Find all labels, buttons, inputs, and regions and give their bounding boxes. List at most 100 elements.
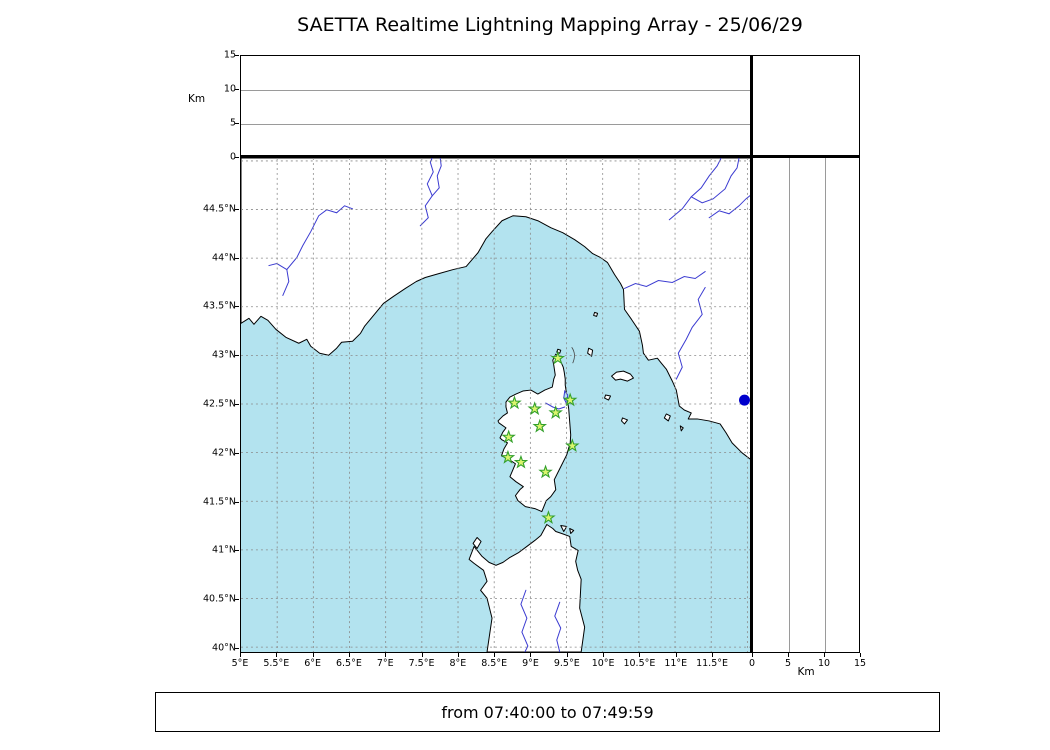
lat-tick-label: 41°N: [212, 544, 236, 556]
tick-mark: [530, 653, 532, 657]
lon-tick-label: 11.5°E: [696, 658, 728, 669]
altitude-km-tick-label: 5: [784, 658, 792, 669]
figure-title: SAETTA Realtime Lightning Mapping Array …: [297, 14, 803, 36]
lat-tick-label: 40°N: [212, 642, 236, 654]
island-asinara: [472, 536, 482, 549]
lon-tick-label: 7.5°E: [408, 658, 435, 669]
lat-tick-label: 42.5°N: [202, 398, 236, 410]
station-star-marker: [501, 429, 516, 444]
tick-mark: [494, 653, 496, 657]
lon-tick-label: 10.5°E: [623, 658, 656, 669]
lat-tick-label: 41.5°N: [202, 496, 236, 508]
tick-mark: [675, 653, 677, 657]
station-star-marker: [527, 401, 542, 416]
lon-tick-label: 8.5°E: [481, 658, 508, 669]
lat-tick-label: 44.5°N: [202, 203, 236, 215]
coastline-fragment: [571, 347, 575, 364]
lon-tick-label: 9°E: [522, 658, 539, 669]
map-canvas: [241, 158, 751, 652]
altitude-km-tick-label: 10: [223, 83, 236, 95]
tick-mark: [385, 653, 387, 657]
station-star-marker: [500, 449, 516, 464]
tick-mark: [235, 157, 239, 158]
lat-tick-label: 43°N: [212, 349, 236, 361]
altitude-km-tick-label: 15: [853, 658, 867, 669]
tick-mark: [235, 648, 239, 650]
island-elba: [611, 370, 634, 382]
lon-tick-label: 6°E: [304, 658, 322, 669]
tick-mark: [421, 653, 423, 657]
lat-tick-label: 40.5°N: [202, 593, 236, 605]
tick-mark: [603, 653, 605, 657]
river: [282, 205, 354, 296]
altitude-vs-longitude-panel: [240, 55, 752, 157]
altitude-axis-unit-bottom: Km: [797, 666, 815, 678]
station-star-marker: [513, 454, 529, 469]
altitude-gridline: [241, 89, 751, 91]
island-maddalena-2: [569, 528, 575, 534]
tick-mark: [235, 55, 239, 56]
tick-mark: [566, 653, 568, 657]
tick-mark: [752, 653, 753, 657]
tick-mark: [235, 599, 239, 601]
island-gorgona: [593, 311, 599, 317]
station-star-marker: [562, 392, 578, 407]
separator-vertical: [750, 55, 753, 653]
altitude-km-tick-label: 0: [748, 658, 756, 669]
station-star-marker: [548, 405, 563, 419]
tick-mark: [235, 208, 239, 210]
station-star-marker: [507, 395, 522, 410]
time-window-text: from 07:40:00 to 07:49:59: [441, 702, 654, 722]
altitude-axis-unit-left: Km: [188, 93, 206, 105]
tick-mark: [235, 123, 239, 124]
altitude-km-tick-label: 5: [229, 117, 236, 129]
station-star-marker: [538, 464, 553, 479]
tick-mark: [860, 653, 861, 657]
tick-mark: [235, 257, 239, 259]
tick-mark: [235, 452, 239, 454]
island-maddalena-1: [560, 525, 568, 532]
island-pianosa: [604, 394, 612, 401]
altitude-gridline: [788, 158, 790, 652]
altitude-km-tick-label: 10: [817, 658, 831, 669]
station-star-marker: [541, 510, 556, 524]
lon-tick-label: 6.5°E: [335, 658, 362, 669]
corner-panel: [752, 55, 860, 157]
lon-tick-label: 8°E: [449, 658, 467, 669]
source-dot: [739, 394, 750, 406]
tick-mark: [235, 306, 239, 308]
lon-tick-label: 11°E: [664, 658, 688, 669]
tick-mark: [788, 653, 789, 657]
island-capraia: [587, 347, 594, 357]
tick-mark: [235, 550, 239, 552]
lat-tick-label: 44°N: [212, 252, 236, 264]
altitude-km-tick-label: 0: [229, 151, 236, 163]
river: [554, 601, 562, 652]
stations-layer: [500, 350, 580, 524]
lon-tick-label: 7°E: [376, 658, 394, 669]
map-panel: [240, 157, 752, 653]
river: [668, 158, 722, 221]
lon-tick-label: 5.5°E: [263, 658, 290, 669]
tick-mark: [824, 653, 825, 657]
river: [690, 158, 740, 204]
tick-mark: [712, 653, 714, 657]
rivers-group: [268, 158, 751, 652]
river: [623, 271, 706, 289]
time-window-box: from 07:40:00 to 07:49:59: [155, 692, 940, 732]
river: [675, 286, 706, 380]
tick-mark: [639, 653, 641, 657]
land-group: [241, 158, 751, 652]
land-sardinia: [468, 524, 586, 652]
separator-horizontal: [240, 155, 860, 158]
tick-mark: [235, 501, 239, 503]
lon-tick-label: 5°E: [231, 658, 249, 669]
station-star-marker: [565, 438, 580, 453]
station-star-marker: [532, 418, 548, 433]
lon-tick-label: 9.5°E: [553, 658, 580, 669]
altitude-vs-latitude-panel: [752, 157, 860, 653]
tick-mark: [235, 404, 239, 406]
land-mainland-europe: [241, 158, 751, 461]
lat-tick-label: 43.5°N: [202, 300, 236, 312]
